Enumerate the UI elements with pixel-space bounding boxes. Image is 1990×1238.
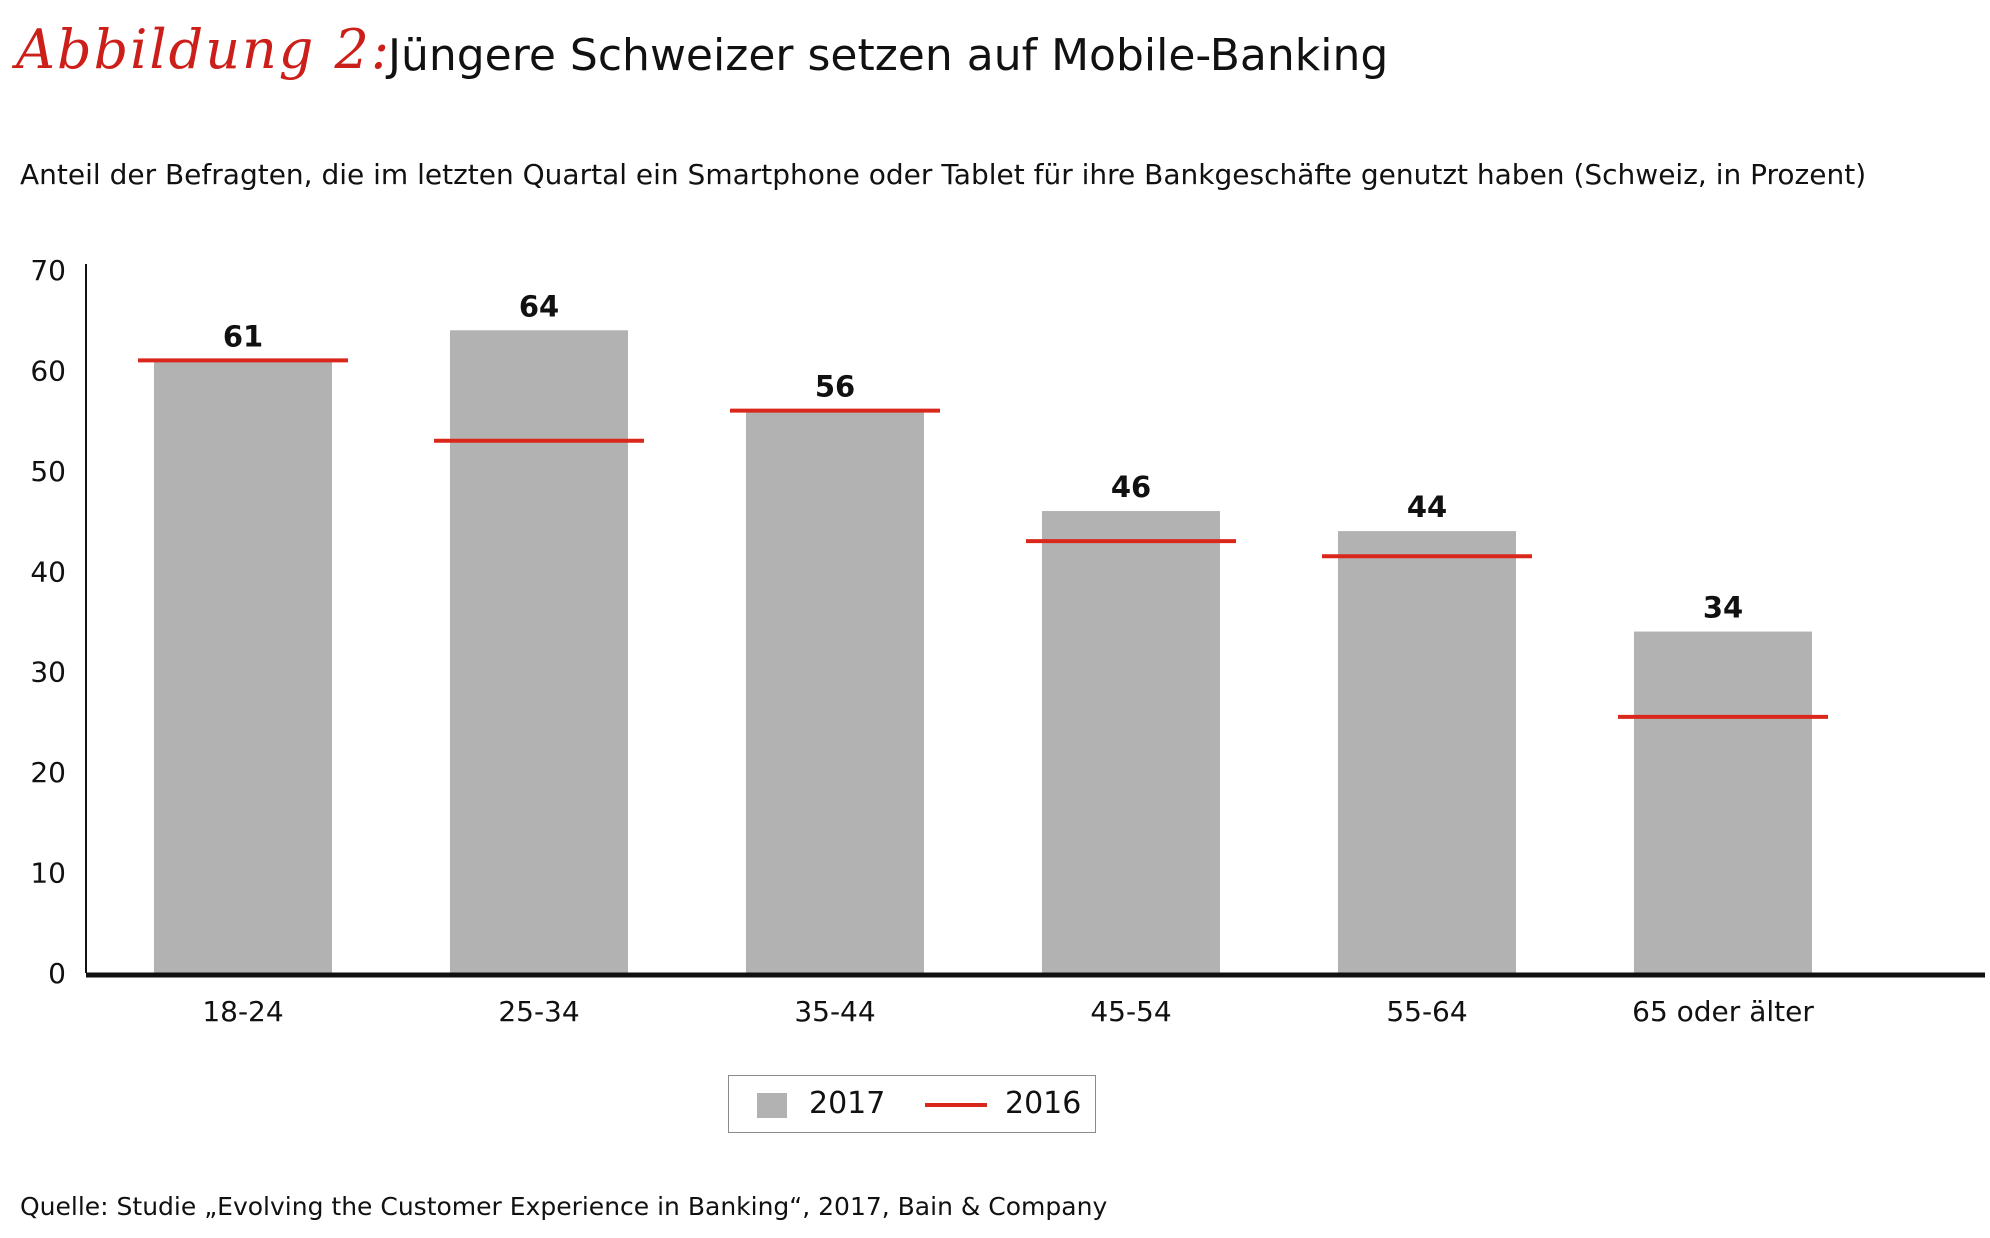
bar-chart: 0 10 20 30 40 50 60 70 61 18-24 64 25-34 56 35-44 46 45… bbox=[30, 254, 1985, 1028]
legend: 2017 2016 bbox=[728, 1075, 1096, 1133]
x-tick-label: 18-24 bbox=[202, 995, 283, 1028]
y-tick-label: 0 bbox=[48, 957, 66, 990]
x-tick-label: 65 oder älter bbox=[1632, 995, 1814, 1028]
bar-2017 bbox=[1338, 531, 1516, 973]
x-tick-label: 45-54 bbox=[1090, 995, 1171, 1028]
data-label: 34 bbox=[1703, 591, 1743, 625]
data-label: 56 bbox=[815, 370, 855, 404]
legend-swatch-2017 bbox=[757, 1093, 787, 1118]
chart-title: Jüngere Schweizer setzen auf Mobile-Bank… bbox=[388, 30, 1389, 81]
bar-2017 bbox=[450, 330, 628, 973]
bar-2017 bbox=[746, 410, 924, 974]
y-tick-label: 20 bbox=[30, 756, 66, 789]
bar-2017 bbox=[1042, 511, 1220, 973]
data-label: 61 bbox=[223, 319, 263, 353]
data-label: 46 bbox=[1111, 470, 1151, 504]
bar-2017 bbox=[154, 360, 332, 973]
y-tick-label: 70 bbox=[30, 254, 66, 287]
y-tick-label: 30 bbox=[30, 656, 66, 689]
legend-swatch-2016 bbox=[925, 1103, 987, 1107]
y-tick-label: 40 bbox=[30, 555, 66, 588]
data-label: 44 bbox=[1407, 490, 1447, 524]
chart-subtitle: Anteil der Befragten, die im letzten Qua… bbox=[20, 158, 1867, 191]
x-tick-label: 55-64 bbox=[1386, 995, 1467, 1028]
source-note: Quelle: Studie „Evolving the Customer Ex… bbox=[20, 1192, 1108, 1221]
data-label: 64 bbox=[519, 289, 559, 323]
legend-label-2016: 2016 bbox=[1005, 1086, 1082, 1121]
legend-label-2017: 2017 bbox=[809, 1086, 886, 1121]
y-tick-label: 60 bbox=[30, 354, 66, 387]
y-tick-label: 10 bbox=[30, 857, 66, 890]
x-tick-label: 25-34 bbox=[498, 995, 579, 1028]
y-tick-label: 50 bbox=[30, 455, 66, 488]
bar-2017 bbox=[1634, 631, 1812, 973]
x-tick-label: 35-44 bbox=[794, 995, 875, 1028]
figure-label: Abbildung 2: bbox=[16, 18, 392, 81]
